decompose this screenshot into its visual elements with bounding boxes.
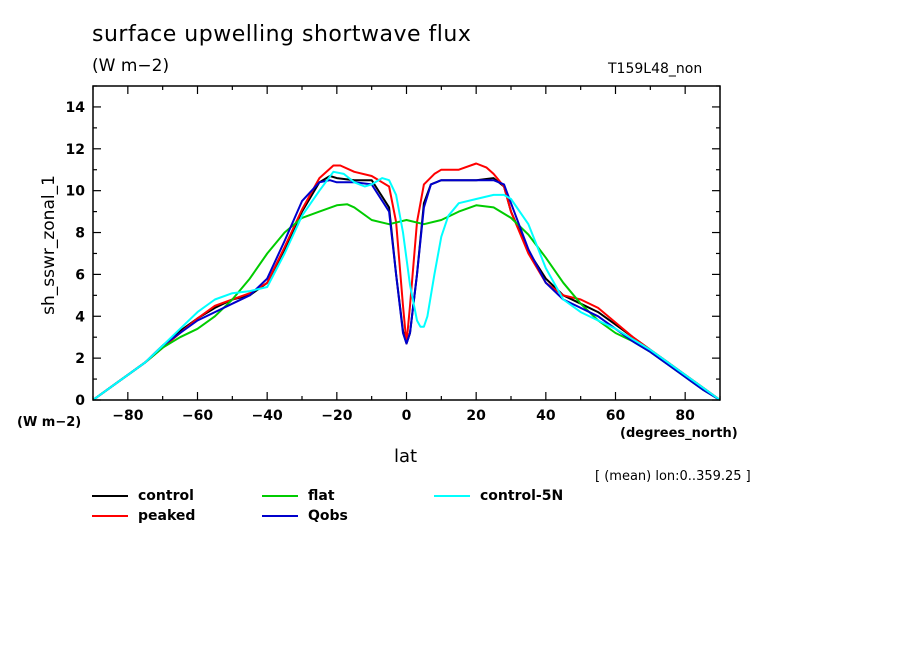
averaging-note: [ (mean) lon:0..359.25 ] [595,469,751,484]
x-tick-label: 40 [536,408,556,424]
x-axis-units: (degrees_north) [620,426,738,441]
x-tick-label: 20 [466,408,486,424]
y-axis-units: (W m−2) [17,415,82,430]
title-units: (W m−2) [92,56,170,76]
x-axis-label: lat [394,446,418,467]
x-tick-label: −60 [182,408,213,424]
series-line-control [92,175,721,401]
series-line-control-5n [92,170,721,401]
experiment-label: T159L48_non [608,61,703,77]
x-tick-label: −20 [321,408,352,424]
y-tick-label: 6 [75,267,85,283]
y-tick-label: 10 [66,184,86,200]
y-tick-label: 0 [75,393,85,409]
plot-frame [92,85,721,401]
y-tick-label: 2 [75,351,85,367]
x-tick-label: 0 [402,408,412,424]
chart-title: surface upwelling shortwave flux [92,22,472,47]
y-tick-label: 4 [75,309,85,325]
x-tick-label: 80 [675,408,695,424]
series-line-qobs [92,179,721,401]
x-tick-label: −40 [252,408,283,424]
y-tick-label: 14 [66,100,86,116]
y-tick-label: 8 [75,226,85,242]
x-tick-label: 60 [606,408,626,424]
y-tick-label: 12 [66,142,85,158]
x-tick-label: −80 [112,408,143,424]
series-line-flat [92,203,721,401]
series-line-peaked [92,162,721,401]
